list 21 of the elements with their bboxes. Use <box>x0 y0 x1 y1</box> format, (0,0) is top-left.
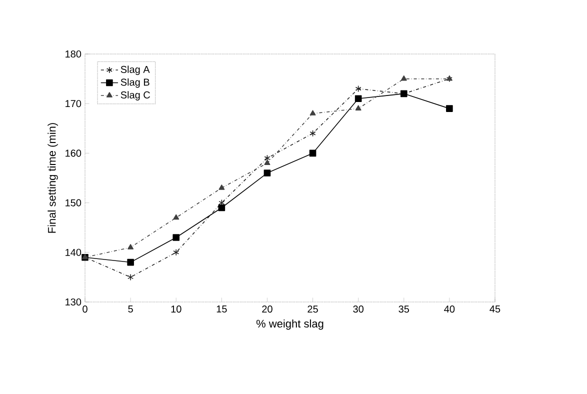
x-tick-label: 15 <box>216 306 227 312</box>
legend-label: Slag A <box>120 66 150 75</box>
y-tick-label: 180 <box>66 50 82 58</box>
x-tick-label: 10 <box>171 306 182 313</box>
y-tick-label: 130 <box>66 298 82 306</box>
x-tick-label: 45 <box>490 306 500 312</box>
x-tick-label: 30 <box>353 306 364 313</box>
legend-label: Slag B <box>120 78 150 88</box>
y-tick-label: 140 <box>66 248 82 256</box>
x-tick-label: 35 <box>398 306 410 313</box>
x-tick-label: 40 <box>444 306 455 313</box>
y-tick-label: 160 <box>66 150 82 157</box>
y-axis-title: Final setting time (min) <box>48 123 58 233</box>
x-tick-label: 20 <box>262 306 272 313</box>
y-tick-label: 170 <box>66 100 82 108</box>
y-tick-label: 150 <box>66 199 82 206</box>
x-tick-label: 5 <box>128 306 133 312</box>
x-axis-title: % weight slag <box>256 319 324 330</box>
x-tick-label: 0 <box>82 306 88 313</box>
legend-label: Slag C <box>120 91 150 100</box>
x-tick-label: 25 <box>308 306 318 313</box>
